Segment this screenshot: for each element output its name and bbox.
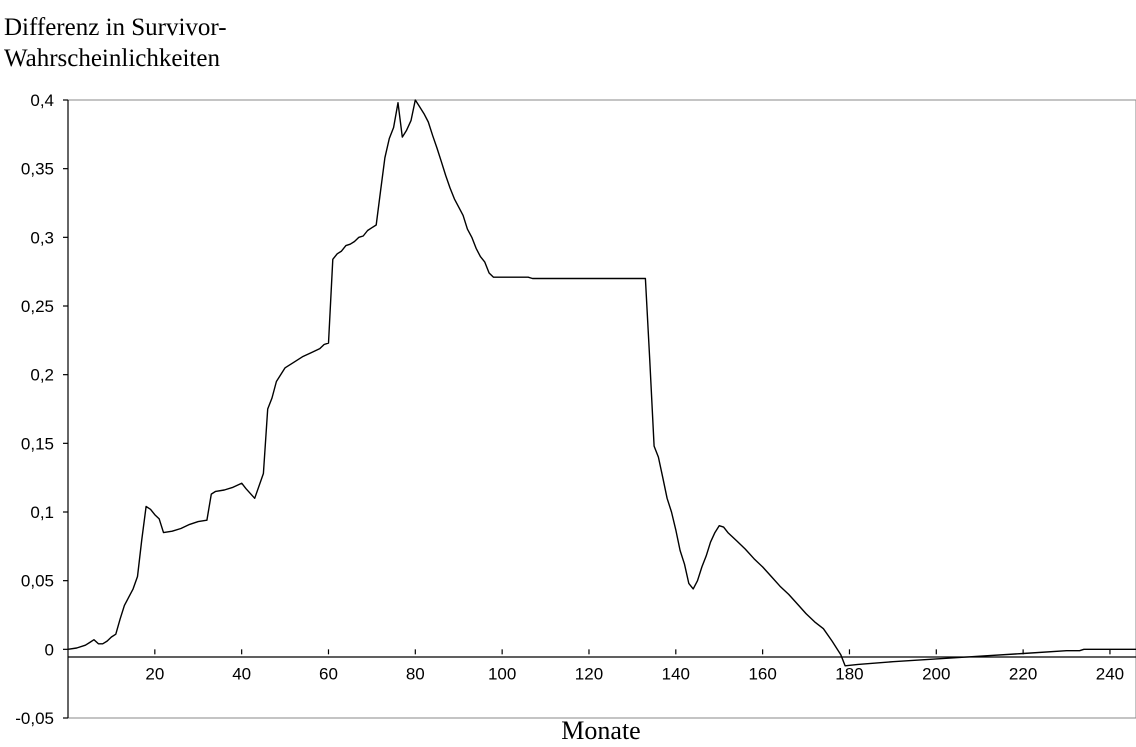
- x-tick-label: 160: [748, 664, 776, 683]
- x-tick-label: 20: [145, 664, 164, 683]
- x-tick-label: 100: [488, 664, 516, 683]
- x-axis-label: Monate: [561, 716, 640, 745]
- x-tick-label: 180: [835, 664, 863, 683]
- y-tick-label: 0: [45, 640, 54, 659]
- x-tick-label: 220: [1009, 664, 1037, 683]
- x-tick-label: 200: [922, 664, 950, 683]
- chart-title-line-1: Differenz in Survivor-: [4, 14, 227, 41]
- y-tick-label: 0,1: [30, 503, 54, 522]
- x-tick-label: 40: [232, 664, 251, 683]
- x-tick-label: 120: [575, 664, 603, 683]
- y-tick-label: 0,25: [21, 297, 54, 316]
- plot-frame: [67, 99, 1136, 719]
- series-line: [67, 99, 1136, 667]
- y-tick-label: 0,15: [21, 434, 54, 453]
- chart-title-line-2: Wahrscheinlichkeiten: [4, 45, 220, 72]
- x-axis-ticks: 20 40 60 80 100 120 140 160 180 200 220 240: [145, 649, 1124, 683]
- x-tick-label: 60: [319, 664, 338, 683]
- x-tick-label: 140: [662, 664, 690, 683]
- chart-title: Differenz in Survivor- Wahrscheinlichkei…: [4, 12, 604, 74]
- y-tick-label: 0,4: [30, 91, 54, 110]
- y-tick-label: 0,2: [30, 366, 54, 385]
- y-tick-label: -0,05: [15, 709, 54, 728]
- y-axis-ticks: 0,4 0,35 0,3 0,25 0,2 0,15 0,1 0,05 0 -0,05: [15, 91, 68, 728]
- y-tick-label: 0,05: [21, 572, 54, 591]
- y-tick-label: 0,3: [30, 228, 54, 247]
- x-tick-label: 240: [1096, 664, 1124, 683]
- x-tick-label: 80: [406, 664, 425, 683]
- y-tick-label: 0,35: [21, 160, 54, 179]
